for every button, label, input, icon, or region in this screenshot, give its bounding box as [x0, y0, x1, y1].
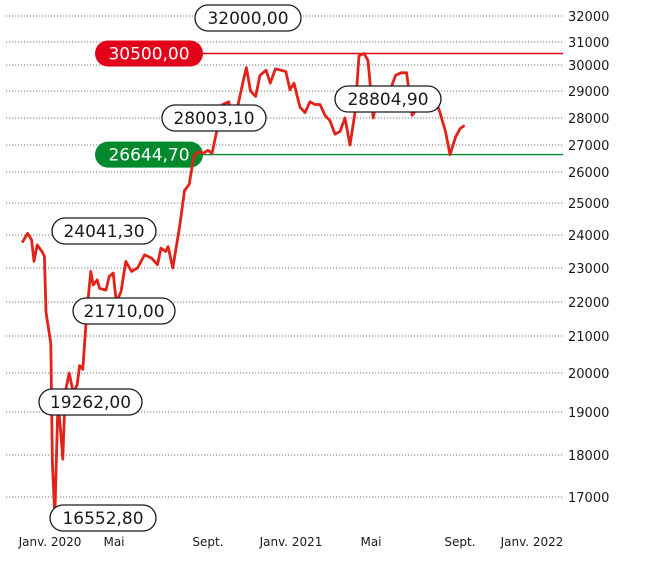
value-callout: 21710,00 [72, 297, 176, 325]
y-tick-label: 32000 [568, 10, 609, 25]
value-callout-text: 16552,80 [62, 509, 143, 529]
value-callout-text: 32000,00 [207, 9, 288, 29]
y-tick-label: 25000 [568, 197, 609, 212]
reference-label-text: 30500,00 [108, 45, 189, 65]
x-tick-label: Mai [360, 535, 381, 549]
value-callout-bg [161, 104, 267, 132]
value-callout-bg [38, 388, 143, 416]
value-callout-text: 24041,30 [63, 222, 144, 242]
x-axis-ticks: Janv. 2020 Mai Sept. Janv. 2021 Mai Sept. Janv… [18, 535, 564, 549]
reference-label-bg [95, 141, 203, 168]
value-callout: 16552,80 [49, 504, 157, 532]
reference-label-bg [95, 40, 203, 67]
y-tick-label: 27000 [568, 139, 609, 154]
y-tick-label: 29000 [568, 85, 609, 100]
y-tick-label: 18000 [568, 449, 609, 464]
value-callout-text: 19262,00 [50, 393, 131, 413]
value-callout: 24041,30 [51, 217, 157, 245]
value-callout-bg [334, 85, 442, 113]
y-tick-label: 20000 [568, 367, 609, 382]
y-tick-label: 23000 [568, 262, 609, 277]
value-callout: 32000,00 [194, 4, 302, 32]
y-tick-label: 31000 [568, 36, 609, 51]
x-tick-label: Sept. [444, 535, 475, 549]
y-tick-label: 28000 [568, 112, 609, 127]
x-tick-label: Sept. [192, 535, 223, 549]
reference-label: 30500,00 [95, 40, 203, 67]
y-tick-label: 24000 [568, 229, 609, 244]
value-callout: 28804,90 [334, 85, 442, 113]
x-tick-label: Janv. 2022 [500, 535, 564, 549]
y-tick-label: 19000 [568, 406, 609, 421]
y-tick-label: 22000 [568, 296, 609, 311]
reference-label: 26644,70 [95, 141, 203, 168]
value-callouts: 32000,00 28003,10 28804,90 24041,30 21710,00… [38, 4, 442, 532]
value-callout-text: 21710,00 [83, 302, 164, 322]
value-callout-text: 28804,90 [347, 90, 428, 110]
y-axis-ticks: 17000 18000 19000 20000 21000 22000 23000 24000… [568, 10, 609, 506]
x-tick-label: Mai [103, 535, 124, 549]
reference-lines: 30500,00 26644,70 [95, 40, 563, 168]
y-tick-label: 26000 [568, 166, 609, 181]
y-tick-label: 17000 [568, 491, 609, 506]
value-callout-bg [194, 4, 302, 32]
x-tick-label: Janv. 2020 [18, 535, 82, 549]
value-callout-bg [72, 297, 176, 325]
x-tick-label: Janv. 2021 [259, 535, 323, 549]
reference-label-text: 26644,70 [108, 146, 189, 166]
value-callout: 19262,00 [38, 388, 143, 416]
value-callout-bg [49, 504, 157, 532]
value-callout: 28003,10 [161, 104, 267, 132]
y-tick-label: 21000 [568, 330, 609, 345]
gridlines [6, 15, 563, 498]
value-callout-text: 28003,10 [173, 109, 254, 129]
value-callout-bg [51, 217, 157, 245]
y-tick-label: 30000 [568, 59, 609, 74]
